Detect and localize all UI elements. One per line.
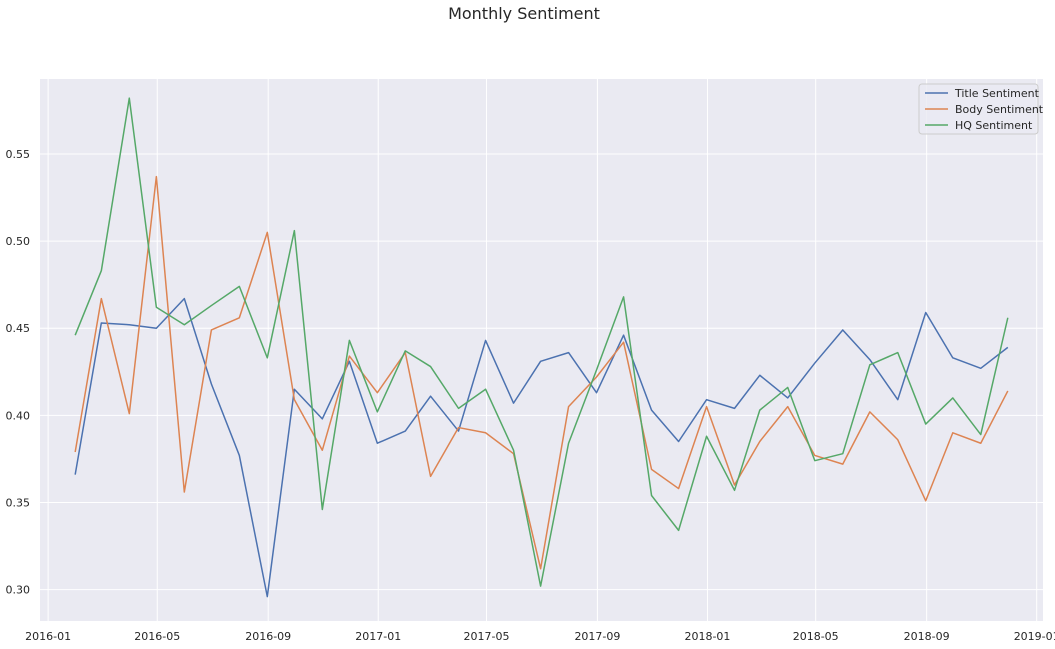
x-tick-label: 2016-01 <box>25 630 71 643</box>
legend-box <box>918 83 1039 135</box>
x-tick-label: 2017-09 <box>574 630 620 643</box>
x-tick-label: 2016-05 <box>134 630 180 643</box>
series-line-body-sentiment <box>74 175 1009 570</box>
y-tick-label: 0.35 <box>6 496 31 509</box>
x-tick-label: 2018-01 <box>684 630 730 643</box>
grid <box>40 79 1043 621</box>
legend-label: Title Sentiment <box>954 87 1040 100</box>
y-tick-label: 0.55 <box>6 148 31 161</box>
chart-title: Monthly Sentiment <box>448 4 600 23</box>
y-axis-ticks: 0.30 0.35 0.40 0.45 0.50 0.55 <box>6 148 31 597</box>
series-line-hq-sentiment <box>74 97 1009 587</box>
y-tick-label: 0.40 <box>6 409 31 422</box>
x-tick-label: 2017-05 <box>463 630 509 643</box>
y-tick-label: 0.45 <box>6 322 31 335</box>
legend-label: HQ Sentiment <box>955 119 1033 132</box>
series-line-title-sentiment <box>74 297 1009 598</box>
x-tick-label: 2016-09 <box>245 630 291 643</box>
x-tick-label: 2018-09 <box>904 630 950 643</box>
x-axis-ticks: 2016-01 2016-05 2016-09 2017-01 2017-05 2017-… <box>25 630 1055 643</box>
x-tick-label: 2017-01 <box>355 630 401 643</box>
y-tick-label: 0.30 <box>6 584 31 597</box>
series-lines <box>74 97 1009 598</box>
legend: Title Sentiment Body Sentiment HQ Sentimen… <box>918 83 1044 135</box>
x-tick-label: 2019-01 <box>1014 630 1055 643</box>
x-tick-label: 2018-05 <box>793 630 839 643</box>
y-tick-label: 0.50 <box>6 235 31 248</box>
plot-area <box>40 79 1043 621</box>
legend-label: Body Sentiment <box>955 103 1044 116</box>
